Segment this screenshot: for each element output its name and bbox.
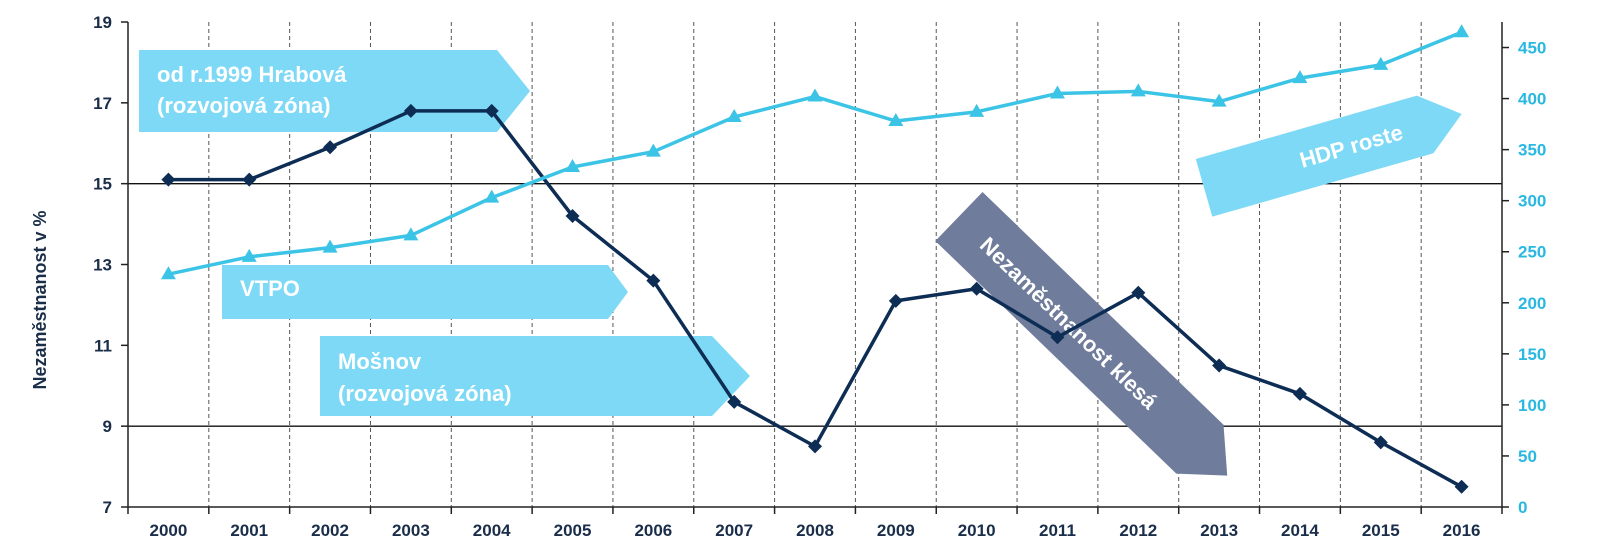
annotation-arrow-group: HDP roste bbox=[1195, 95, 1462, 217]
data-point bbox=[808, 439, 822, 454]
right-tick-label: 350 bbox=[1518, 141, 1546, 160]
x-tick-label: 2001 bbox=[230, 521, 268, 540]
data-point bbox=[1454, 479, 1469, 494]
data-point bbox=[888, 293, 903, 308]
left-tick-label: 13 bbox=[93, 256, 112, 275]
x-tick-label: 2009 bbox=[877, 521, 915, 540]
right-tick-label: 50 bbox=[1518, 447, 1537, 466]
data-point bbox=[727, 394, 742, 409]
data-point bbox=[403, 227, 419, 241]
annotation-text: od r.1999 Hrabová bbox=[157, 62, 347, 87]
data-point bbox=[646, 273, 661, 288]
x-tick-label: 2016 bbox=[1443, 521, 1481, 540]
data-point bbox=[1211, 93, 1227, 107]
data-point bbox=[403, 103, 418, 118]
right-tick-label: 250 bbox=[1518, 243, 1546, 262]
data-point bbox=[1050, 330, 1065, 345]
data-point bbox=[242, 172, 257, 187]
data-point bbox=[1130, 83, 1146, 97]
annotation-arrow-group: Nezaměstnanost klesá bbox=[935, 192, 1228, 476]
data-point bbox=[1373, 56, 1389, 70]
data-point bbox=[726, 108, 742, 122]
annotation-text: Mošnov bbox=[338, 349, 422, 374]
x-tick-label: 2004 bbox=[473, 521, 511, 540]
data-point bbox=[1454, 24, 1470, 38]
data-point bbox=[1049, 85, 1065, 99]
data-point bbox=[969, 103, 985, 117]
left-tick-label: 7 bbox=[103, 498, 112, 517]
data-point bbox=[645, 143, 661, 157]
x-tick-label: 2008 bbox=[796, 521, 834, 540]
annotation-text: VTPO bbox=[240, 276, 300, 301]
annotation-arrow bbox=[935, 192, 1228, 476]
annotation-arrow bbox=[320, 336, 750, 416]
data-point bbox=[1131, 285, 1146, 300]
right-tick-label: 200 bbox=[1518, 294, 1546, 313]
annotation-text: Nezaměstnanost klesá bbox=[975, 232, 1163, 414]
x-tick-label: 2000 bbox=[149, 521, 187, 540]
data-point bbox=[322, 239, 338, 253]
x-tick-label: 2007 bbox=[715, 521, 753, 540]
left-tick-label: 11 bbox=[94, 336, 112, 355]
data-point bbox=[484, 103, 499, 118]
x-tick-label: 2003 bbox=[392, 521, 430, 540]
data-point bbox=[241, 248, 257, 262]
x-tick-label: 2002 bbox=[311, 521, 349, 540]
series-lines bbox=[160, 24, 1470, 494]
x-tick-label: 2010 bbox=[958, 521, 996, 540]
axes: 7 9 11 13 15 17 19 0 50 100 150 200 250 300 350 400 450 2… bbox=[93, 13, 1546, 540]
x-tick-label: 2012 bbox=[1119, 521, 1157, 540]
data-point bbox=[1292, 70, 1308, 84]
right-tick-label: 0 bbox=[1518, 498, 1527, 517]
annotation-text: (rozvojová zóna) bbox=[338, 381, 512, 406]
right-tick-label: 300 bbox=[1518, 192, 1546, 211]
left-tick-label: 19 bbox=[93, 13, 112, 32]
data-point bbox=[323, 140, 338, 155]
data-point bbox=[888, 113, 904, 127]
annotation-text: (rozvojová zóna) bbox=[157, 93, 331, 118]
data-point bbox=[484, 189, 500, 203]
left-tick-label: 17 bbox=[93, 94, 112, 113]
right-tick-label: 150 bbox=[1518, 345, 1546, 364]
data-point bbox=[807, 88, 823, 102]
x-tick-label: 2015 bbox=[1362, 521, 1400, 540]
y-axis-label: Nezaměstnanost v % bbox=[30, 210, 50, 389]
x-tick-label: 2011 bbox=[1039, 521, 1076, 540]
data-point bbox=[565, 209, 580, 223]
right-tick-label: 100 bbox=[1518, 396, 1546, 415]
annotation-arrow bbox=[1195, 95, 1462, 217]
data-point bbox=[161, 172, 176, 187]
x-tick-label: 2005 bbox=[554, 521, 592, 540]
data-point bbox=[160, 266, 176, 280]
left-tick-label: 15 bbox=[93, 175, 112, 194]
data-point bbox=[1292, 386, 1307, 401]
annotation-arrows: od r.1999 Hrabová (rozvojová zóna) VTPO Moš… bbox=[139, 50, 1462, 476]
data-point bbox=[969, 281, 984, 296]
data-point bbox=[1212, 358, 1227, 373]
x-tick-label: 2013 bbox=[1200, 521, 1238, 540]
data-point bbox=[1373, 435, 1388, 450]
x-tick-label: 2014 bbox=[1281, 521, 1319, 540]
annotation-arrow bbox=[222, 265, 628, 319]
right-tick-label: 400 bbox=[1518, 90, 1546, 109]
right-tick-label: 450 bbox=[1518, 39, 1546, 58]
data-point bbox=[565, 158, 581, 172]
x-tick-label: 2006 bbox=[634, 521, 672, 540]
left-tick-label: 9 bbox=[103, 417, 112, 436]
